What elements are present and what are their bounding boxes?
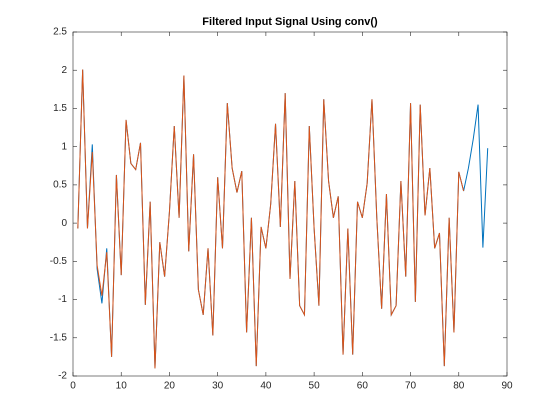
plot-area [72,31,508,377]
y-tick-label: 2 [61,65,67,76]
chart-title: Filtered Input Signal Using conv() [202,16,378,28]
x-tick-label: 80 [453,381,465,392]
y-tick-label: -2 [58,371,67,382]
x-tick-label: 30 [212,381,224,392]
x-tick-label: 70 [405,381,417,392]
x-tick-label: 40 [260,381,272,392]
x-tick-label: 20 [164,381,176,392]
series-line [77,69,465,369]
y-tick-label: 1.5 [53,103,67,114]
x-tick-label: 50 [309,381,321,392]
x-tick-label: 0 [70,381,76,392]
x-tick-label: 90 [501,381,513,392]
y-tick-label: 2.5 [53,27,67,38]
y-tick-label: -1 [58,294,67,305]
x-tick-label: 60 [357,381,369,392]
y-tick-label: -1.5 [50,332,68,343]
y-tick-label: -0.5 [50,256,68,267]
y-tick-label: 0.5 [53,180,67,191]
x-tick-label: 10 [116,381,128,392]
y-tick-label: 0 [61,218,67,229]
y-tick-label: 1 [61,141,67,152]
